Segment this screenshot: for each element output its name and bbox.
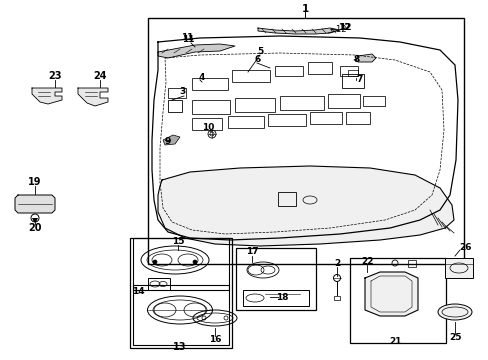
Bar [192,118,222,130]
Text: 25: 25 [448,333,460,342]
Text: 19: 19 [28,177,41,187]
Text: 18: 18 [275,293,287,302]
Text: 9: 9 [164,138,171,147]
Bar [349,258,445,343]
Bar [235,98,274,112]
Text: 7: 7 [356,76,363,85]
Bar [243,290,308,306]
Bar [231,70,269,82]
Bar [347,70,357,76]
Bar [274,66,303,76]
Bar [192,100,229,114]
Bar [307,62,331,74]
Bar [133,285,228,345]
Text: 6: 6 [254,55,261,64]
Text: 12: 12 [338,23,350,32]
Text: 4: 4 [199,73,205,82]
Bar [148,18,463,264]
Polygon shape [163,135,180,145]
Circle shape [193,260,197,264]
Polygon shape [32,218,38,222]
Bar [236,248,315,310]
Polygon shape [78,88,108,106]
Text: 5: 5 [256,48,263,57]
Polygon shape [364,272,417,316]
Polygon shape [158,166,453,246]
Polygon shape [15,195,55,213]
Text: 20: 20 [28,223,41,233]
Bar [168,100,182,112]
Text: 22: 22 [360,257,372,266]
Text: 14: 14 [131,288,144,297]
Polygon shape [355,54,375,62]
Text: 8: 8 [353,55,359,64]
Text: 24: 24 [93,71,106,81]
Polygon shape [32,88,62,104]
Text: 2: 2 [333,258,340,267]
Bar [339,66,357,76]
Bar [341,74,363,88]
Text: 10: 10 [202,123,214,132]
Text: 13: 13 [173,342,186,352]
Text: 3: 3 [180,87,186,96]
Text: ←12: ←12 [329,26,347,35]
Ellipse shape [437,304,471,320]
Text: 11: 11 [182,36,194,45]
Bar [346,112,369,124]
Bar [309,112,341,124]
Bar [168,88,185,98]
Bar [148,278,170,290]
Text: 1: 1 [301,4,308,14]
Text: 11: 11 [181,33,193,42]
Bar [444,258,472,278]
Bar [267,114,305,126]
Bar [133,238,228,290]
Circle shape [153,260,157,264]
Bar [280,96,324,110]
Bar [130,238,231,348]
Bar [407,260,415,267]
Bar [333,296,339,300]
Polygon shape [158,44,235,58]
Text: 16: 16 [208,336,221,345]
Text: 15: 15 [171,238,184,247]
Bar [278,192,295,206]
Text: 23: 23 [48,71,61,81]
Polygon shape [258,28,339,34]
Bar [227,116,264,128]
Text: 21: 21 [388,338,401,346]
Text: 17: 17 [245,248,258,256]
Bar [362,96,384,106]
Text: 26: 26 [458,243,470,252]
Bar [327,94,359,108]
Bar [192,78,227,90]
Text: 12: 12 [337,23,349,32]
